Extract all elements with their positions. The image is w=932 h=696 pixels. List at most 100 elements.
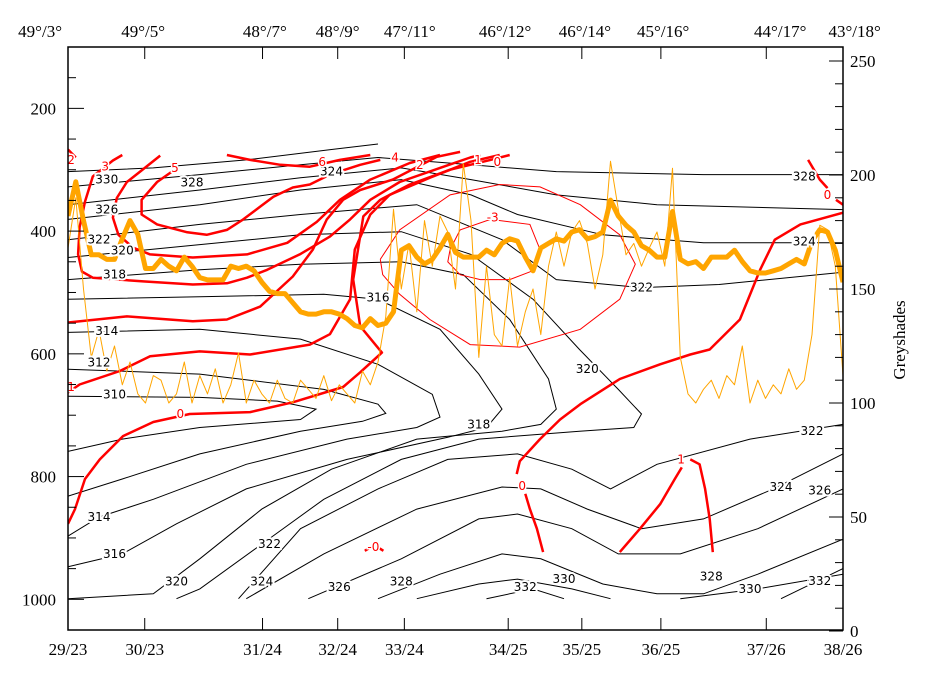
right-axis-tick-label: 200 <box>850 166 876 185</box>
isentrope-label: 324 <box>770 480 793 494</box>
red-contour <box>689 458 715 553</box>
isentrope-label: 322 <box>801 424 824 438</box>
isentrope-label: 318 <box>103 268 126 282</box>
isentrope-label: 322 <box>88 233 111 247</box>
right-axis-title: Greyshades <box>890 300 909 379</box>
top-axis-latlon-label: 45°/16° <box>637 22 689 41</box>
isentrope-label: 328 <box>390 575 413 589</box>
red-contour <box>364 547 370 552</box>
top-axis-latlon-label: 44°/17° <box>754 22 806 41</box>
red-contour-label: 2 <box>67 153 75 167</box>
isentrope-label: 326 <box>95 203 118 217</box>
red-contour <box>835 198 843 206</box>
isentrope-label: 314 <box>95 324 118 338</box>
isentrope-label: 322 <box>630 281 653 295</box>
right-axis-tick-label: 0 <box>850 622 859 641</box>
left-axis-tick-label: 800 <box>31 468 57 487</box>
red-contour-label: 2 <box>416 158 424 172</box>
thin-red-contour-label: -3 <box>487 211 499 225</box>
red-contour <box>524 493 545 553</box>
red-contour <box>111 153 441 259</box>
right-axis-tick-label: 50 <box>850 508 867 527</box>
isentrope-contours <box>68 143 843 600</box>
isentrope-324 <box>246 453 843 600</box>
isentrope-label: 314 <box>88 510 111 524</box>
right-axis-tick-label: 150 <box>850 280 876 299</box>
isentrope-label: 328 <box>793 169 816 183</box>
red-contour-label: 4 <box>391 150 399 164</box>
red-contour <box>378 547 385 552</box>
red-contour <box>68 150 461 324</box>
thin-red-contour <box>379 183 636 348</box>
isentrope-label: 326 <box>808 484 831 498</box>
isentrope-label: 312 <box>88 355 111 369</box>
isentrope-316 <box>68 293 503 568</box>
isentrope-320 <box>68 231 643 600</box>
isentrope-label: 320 <box>165 575 188 589</box>
red-contour <box>140 158 381 237</box>
red-contour-label: 6 <box>318 155 326 169</box>
red-contour <box>68 153 500 394</box>
top-axis-latlon-label: 46°/12° <box>479 22 531 41</box>
isentrope-label: 330 <box>739 582 762 596</box>
red-contour-label: 1 <box>67 380 75 394</box>
red-contour-label: 0 <box>518 479 526 493</box>
red-contour <box>68 153 511 525</box>
isentrope-328 <box>377 538 843 600</box>
bottom-axis-station-label: 37/26 <box>747 640 786 659</box>
red-contour-label: 0 <box>494 155 502 169</box>
contour-labels: 330 3283263223203183243163143123103283243… <box>66 149 833 598</box>
isentrope-330 <box>680 573 843 600</box>
red-contour <box>68 148 77 159</box>
isentrope-label: 330 <box>95 173 118 187</box>
isentrope-328 <box>68 156 843 188</box>
isentrope-label: 324 <box>793 235 816 249</box>
top-axis-latlon-label: 48°/7° <box>243 22 287 41</box>
isentrope-label: 322 <box>258 537 281 551</box>
isentrope-label: 310 <box>103 387 126 401</box>
isentrope-label: 324 <box>320 165 343 179</box>
isentrope-label: 328 <box>700 570 723 584</box>
right-axis-tick-label: 250 <box>850 52 876 71</box>
plot-frame <box>67 46 844 631</box>
bottom-axis-station-label: 38/26 <box>824 640 863 659</box>
bottom-axis-station-label: 32/24 <box>318 640 357 659</box>
red-contour-label: 3 <box>101 160 109 174</box>
left-axis-tick-label: 600 <box>31 345 57 364</box>
top-axis-latlon-label: 46°/14° <box>559 22 611 41</box>
left-axis-tick-label: 400 <box>31 222 57 241</box>
isentrope-label: 332 <box>808 574 831 588</box>
bottom-axis-station-label: 33/24 <box>385 640 424 659</box>
greyshade-series <box>68 160 843 404</box>
top-axis-latlon-label: 47°/11° <box>384 22 436 41</box>
top-axis-latlon-label: 49°/3° <box>18 22 62 41</box>
isentrope-label: 324 <box>250 575 273 589</box>
red-contour <box>226 153 371 168</box>
red-contour-label: 1 <box>474 153 482 167</box>
red-contour-label: 0 <box>177 407 185 421</box>
red-contour <box>618 466 683 553</box>
right-axis-tick-label: 100 <box>850 394 876 413</box>
isentrope-332 <box>486 588 565 600</box>
bottom-axis-station-label: 29/23 <box>49 640 88 659</box>
isentrope-310 <box>68 395 318 452</box>
red-contour <box>515 211 843 475</box>
isentrope-332 <box>780 568 843 600</box>
isentrope-312 <box>68 368 387 497</box>
isentrope-330 <box>416 578 611 600</box>
top-axis-latlon-label: 43°/18° <box>828 22 880 41</box>
bottom-axis-station-label: 36/25 <box>642 640 681 659</box>
isentrope-label: 316 <box>367 290 390 304</box>
isentrope-label: 320 <box>111 244 134 258</box>
isentrope-322 <box>238 423 843 600</box>
isentrope-label: 320 <box>576 362 599 376</box>
isentrope-318 <box>68 261 557 600</box>
red-contour-label: 0 <box>824 188 832 202</box>
bottom-axis-station-label: 35/25 <box>562 640 601 659</box>
bottom-axis-station-label: 30/23 <box>125 640 164 659</box>
isentrope-label: 326 <box>328 580 351 594</box>
isentrope-label: 332 <box>514 580 537 594</box>
isentrope-label: 316 <box>103 547 126 561</box>
left-axis-tick-label: 200 <box>31 99 57 118</box>
